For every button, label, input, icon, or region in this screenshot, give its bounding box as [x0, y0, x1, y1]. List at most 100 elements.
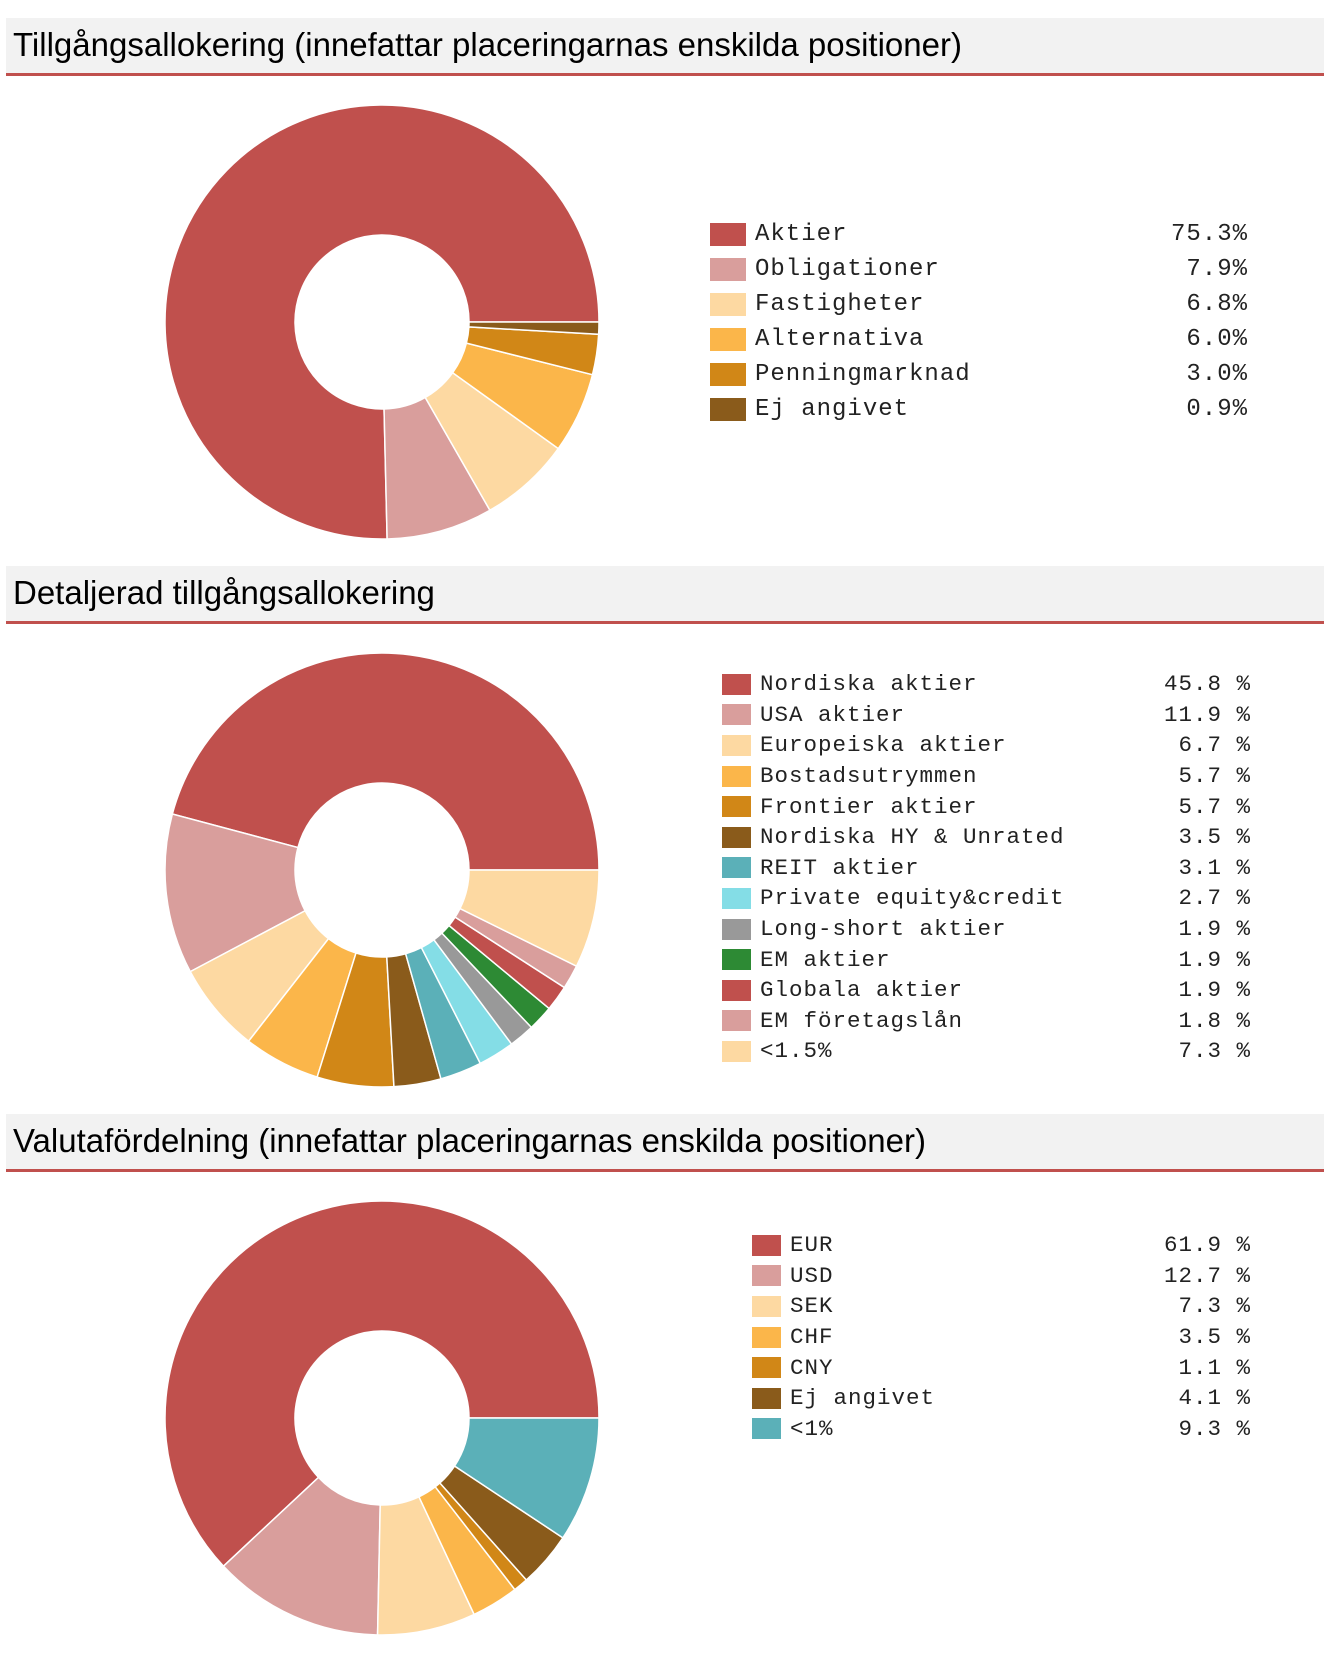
- legend-item: CNY 1.1 %: [752, 1352, 1251, 1383]
- legend-value: 6.8%: [1186, 291, 1248, 318]
- legend-value: 7.3 %: [1178, 1293, 1251, 1320]
- slice-ej-angivet: [468, 321, 600, 336]
- legend-label: EUR: [790, 1232, 834, 1259]
- legend-value: 3.0%: [1186, 361, 1248, 388]
- slice-1: [453, 1417, 600, 1539]
- legend-item: Nordiska HY & Unrated 3.5 %: [722, 822, 1251, 853]
- legend-label: SEK: [790, 1293, 834, 1320]
- section-title: Tillgångsallokering (innefattar placerin…: [13, 26, 962, 63]
- legend-value: 11.9 %: [1163, 701, 1251, 728]
- legend-swatch: [722, 826, 751, 848]
- legend-item: Ej angivet 0.9%: [710, 392, 1248, 427]
- legend-value: 1.9 %: [1178, 916, 1251, 943]
- legend-label: Penningmarknad: [755, 361, 971, 388]
- detailed-allocation-section: Detaljerad tillgångsallokering Nordiska …: [0, 548, 1330, 1093]
- legend-value: 1.1 %: [1178, 1354, 1251, 1381]
- slice-usd: [222, 1476, 381, 1636]
- legend-label: EM företagslån: [760, 1007, 964, 1034]
- legend-swatch: [722, 979, 751, 1001]
- legend-label: Ej angivet: [790, 1385, 936, 1412]
- slice-nordiska-aktier: [171, 652, 600, 871]
- legend-item: EM företagslån 1.8 %: [722, 1006, 1251, 1037]
- legend-swatch: [722, 704, 751, 726]
- legend-label: Nordiska aktier: [760, 671, 978, 698]
- legend-swatch: [752, 1387, 781, 1409]
- legend-swatch: [722, 796, 751, 818]
- legend-label: Aktier: [755, 221, 848, 248]
- legend-item: USD 12.7 %: [752, 1261, 1251, 1292]
- legend-label: Alternativa: [755, 326, 925, 353]
- legend-item: Frontier aktier 5.7 %: [722, 791, 1251, 822]
- legend-label: EM aktier: [760, 946, 891, 973]
- currency-distribution-donut-chart: [164, 1200, 600, 1636]
- legend-label: Frontier aktier: [760, 793, 978, 820]
- legend-item: EM aktier 1.9 %: [722, 944, 1251, 975]
- legend-label: Globala aktier: [760, 977, 964, 1004]
- legend-label: <1.5%: [760, 1038, 833, 1065]
- section-header: Tillgångsallokering (innefattar placerin…: [6, 18, 1324, 76]
- legend-value: 3.5 %: [1178, 1324, 1251, 1351]
- legend-swatch: [710, 223, 746, 246]
- legend-item: Penningmarknad 3.0%: [710, 357, 1248, 392]
- legend-label: Private equity&credit: [760, 885, 1065, 912]
- legend-value: 5.7 %: [1178, 793, 1251, 820]
- legend-label: Long-short aktier: [760, 916, 1007, 943]
- legend-value: 5.7 %: [1178, 763, 1251, 790]
- legend-value: 1.9 %: [1178, 946, 1251, 973]
- slice-aktier: [164, 104, 600, 540]
- legend-label: USD: [790, 1262, 834, 1289]
- legend-value: 45.8 %: [1163, 671, 1251, 698]
- legend-swatch: [710, 398, 746, 421]
- legend-value: 75.3%: [1170, 221, 1248, 248]
- legend-value: 7.9%: [1186, 256, 1248, 283]
- slice-eur: [164, 1200, 600, 1568]
- legend-swatch: [752, 1295, 781, 1317]
- section-header: Detaljerad tillgångsallokering: [6, 566, 1324, 624]
- legend-value: 1.8 %: [1178, 1007, 1251, 1034]
- legend-value: 7.3 %: [1178, 1038, 1251, 1065]
- legend-swatch: [710, 363, 746, 386]
- legend-swatch: [752, 1265, 781, 1287]
- legend-item: Long-short aktier 1.9 %: [722, 914, 1251, 945]
- legend-label: REIT aktier: [760, 854, 920, 881]
- legend-item: Aktier 75.3%: [710, 217, 1248, 252]
- legend-swatch: [752, 1234, 781, 1256]
- legend-label: Fastigheter: [755, 291, 925, 318]
- legend-item: CHF 3.5 %: [752, 1322, 1251, 1353]
- legend-swatch: [722, 949, 751, 971]
- legend-value: 3.5 %: [1178, 824, 1251, 851]
- section-title: Valutafördelning (innefattar placeringar…: [13, 1122, 926, 1159]
- legend-label: Obligationer: [755, 256, 940, 283]
- legend-label: Nordiska HY & Unrated: [760, 824, 1065, 851]
- legend-value: 61.9 %: [1163, 1232, 1251, 1259]
- legend-item: Bostadsutrymmen 5.7 %: [722, 761, 1251, 792]
- legend-item: Alternativa 6.0%: [710, 322, 1248, 357]
- legend-value: 4.1 %: [1178, 1385, 1251, 1412]
- asset-allocation-legend: Aktier 75.3% Obligationer 7.9% Fastigheter 6.…: [710, 217, 1248, 427]
- legend-item: Europeiska aktier 6.7 %: [722, 730, 1251, 761]
- asset-allocation-donut-chart: [164, 104, 600, 540]
- slice-usa-aktier: [164, 813, 307, 973]
- legend-swatch: [752, 1326, 781, 1348]
- legend-swatch: [722, 1040, 751, 1062]
- legend-swatch: [710, 258, 746, 281]
- legend-swatch: [710, 328, 746, 351]
- section-header: Valutafördelning (innefattar placeringar…: [6, 1114, 1324, 1172]
- legend-item: <1% 9.3 %: [752, 1414, 1251, 1445]
- section-title: Detaljerad tillgångsallokering: [13, 574, 435, 611]
- legend-item: REIT aktier 3.1 %: [722, 853, 1251, 884]
- legend-swatch: [722, 734, 751, 756]
- legend-value: 6.0%: [1186, 326, 1248, 353]
- legend-swatch: [710, 293, 746, 316]
- legend-item: <1.5% 7.3 %: [722, 1036, 1251, 1067]
- currency-distribution-section: Valutafördelning (innefattar placeringar…: [0, 1096, 1330, 1641]
- legend-label: CHF: [790, 1324, 834, 1351]
- slice-1-5: [458, 869, 600, 968]
- legend-item: SEK 7.3 %: [752, 1291, 1251, 1322]
- legend-label: CNY: [790, 1354, 834, 1381]
- legend-item: Ej angivet 4.1 %: [752, 1383, 1251, 1414]
- legend-value: 12.7 %: [1163, 1262, 1251, 1289]
- legend-swatch: [722, 918, 751, 940]
- legend-item: Nordiska aktier 45.8 %: [722, 669, 1251, 700]
- legend-label: Bostadsutrymmen: [760, 763, 978, 790]
